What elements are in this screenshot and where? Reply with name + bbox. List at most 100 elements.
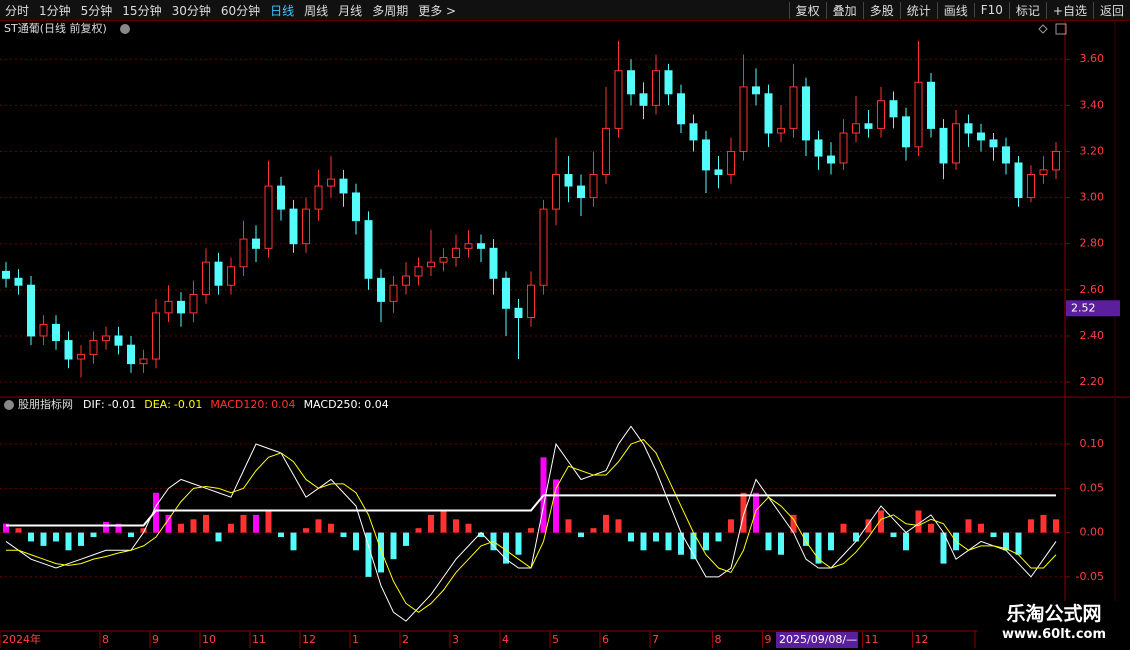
chart-title: ST通葡(日线 前复权) <box>4 21 107 35</box>
x-tick-label: 2024年 <box>2 632 41 646</box>
candle-body <box>677 93 685 125</box>
x-tick-label: 2 <box>402 633 409 646</box>
macd-bar <box>803 532 809 546</box>
period-tab[interactable]: 15分钟 <box>122 3 162 18</box>
candle-body <box>927 81 935 129</box>
period-tab[interactable]: 月线 <box>338 3 363 18</box>
y-tick-label: 3.60 <box>1080 52 1105 65</box>
candle-body <box>777 127 785 134</box>
tool-button[interactable]: 叠加 <box>825 1 863 19</box>
x-tick-label: 8 <box>715 633 722 646</box>
candle-body <box>114 335 123 346</box>
macd-bar <box>53 532 59 542</box>
signal-bar <box>115 523 122 533</box>
macd-bar <box>440 510 447 533</box>
macd-bar <box>65 532 72 551</box>
macd-bar <box>415 528 422 533</box>
y-tick-label: 2.80 <box>1080 237 1105 250</box>
tool-buttons: 复权 叠加 多股 统计 画线 F10 标记 +自选 返回 <box>788 0 1130 20</box>
period-tab[interactable]: 日线 <box>270 3 295 18</box>
candle-body <box>289 208 298 245</box>
period-tab[interactable]: 30分钟 <box>171 3 211 18</box>
period-tab[interactable]: 5分钟 <box>80 3 113 18</box>
legend-value: -0.01 <box>108 398 136 411</box>
period-tab[interactable]: 更多 > <box>418 3 457 18</box>
candle-body <box>277 185 285 210</box>
macd-bar <box>1015 532 1022 555</box>
legend-value: -0.01 <box>174 398 202 411</box>
legend-value: 0.04 <box>271 398 296 411</box>
period-tab[interactable]: 1分钟 <box>39 3 71 18</box>
macd-bar <box>915 510 922 533</box>
macd-bar <box>1028 519 1034 533</box>
y-tick-label: 3.40 <box>1080 98 1105 111</box>
series-line <box>6 494 1056 527</box>
candle-body <box>64 340 73 360</box>
candle-body <box>527 284 535 319</box>
candle-body <box>1014 162 1023 199</box>
tool-button[interactable]: 多股 <box>862 1 900 19</box>
macd-bar <box>228 523 234 533</box>
series-line <box>6 439 1057 613</box>
period-tab[interactable]: 60分钟 <box>220 3 261 18</box>
tool-button[interactable]: 统计 <box>899 1 937 19</box>
macd-bar <box>403 532 409 546</box>
x-tick-label: 11 <box>252 633 266 646</box>
candle-body <box>214 261 223 286</box>
candle-body <box>464 243 473 249</box>
tool-button[interactable]: 标记 <box>1008 1 1046 19</box>
candle-body <box>864 123 873 129</box>
legend-name: MACD250 <box>304 398 358 411</box>
y-tick-label: 0.05 <box>1080 481 1105 494</box>
candle-body <box>639 93 648 106</box>
period-tab[interactable]: 周线 <box>304 3 329 18</box>
macd-bar <box>78 532 84 546</box>
candle-body <box>752 86 760 95</box>
x-tick-label: 4 <box>502 633 509 646</box>
candle-body <box>1027 174 1035 199</box>
macd-bar <box>265 510 272 533</box>
candle-body <box>714 169 723 176</box>
tool-button[interactable]: 画线 <box>936 1 974 19</box>
candle-body <box>227 266 235 286</box>
macd-bar <box>790 514 797 533</box>
period-tab[interactable]: 多周期 <box>372 3 409 18</box>
candle-body <box>14 277 23 286</box>
menu-icon[interactable] <box>120 24 130 34</box>
tool-button[interactable]: 复权 <box>788 1 826 19</box>
macd-bar <box>15 528 22 533</box>
candle-body <box>539 208 548 286</box>
candle-body <box>764 93 773 134</box>
macd-bar <box>340 532 347 538</box>
candle-body <box>414 266 423 277</box>
period-tab[interactable]: 分时 <box>5 3 30 18</box>
candle-body <box>152 312 160 360</box>
macd-bar <box>690 532 697 560</box>
candle-body <box>802 86 810 141</box>
candle-body <box>652 70 660 106</box>
menu-icon[interactable] <box>4 400 14 410</box>
indicator-title: 股朋指标网 <box>18 397 73 411</box>
candle-body <box>827 155 835 164</box>
macd-bar <box>140 528 147 533</box>
watermark: 乐淘公式网 www.60lt.com <box>978 601 1130 650</box>
macd-bar <box>1053 519 1059 533</box>
candle-body <box>377 277 385 302</box>
signal-bar <box>253 514 259 533</box>
tool-button[interactable]: F10 <box>973 3 1009 17</box>
candle-body <box>877 100 885 129</box>
diamond-icon[interactable] <box>1038 24 1048 34</box>
macd-bar <box>178 523 184 533</box>
watermark-title: 乐淘公式网 <box>1006 603 1102 625</box>
tool-button[interactable]: +自选 <box>1045 1 1093 19</box>
macd-bar <box>128 532 134 538</box>
y-tick-label: -0.05 <box>1076 570 1104 583</box>
candle-body <box>989 139 998 148</box>
y-tick-label: 0.00 <box>1080 526 1105 539</box>
panel-icon[interactable] <box>1055 23 1067 35</box>
candle-body <box>664 70 673 95</box>
macd-bar <box>515 532 522 555</box>
tool-button[interactable]: 返回 <box>1092 1 1130 19</box>
signal-bar <box>165 514 172 533</box>
